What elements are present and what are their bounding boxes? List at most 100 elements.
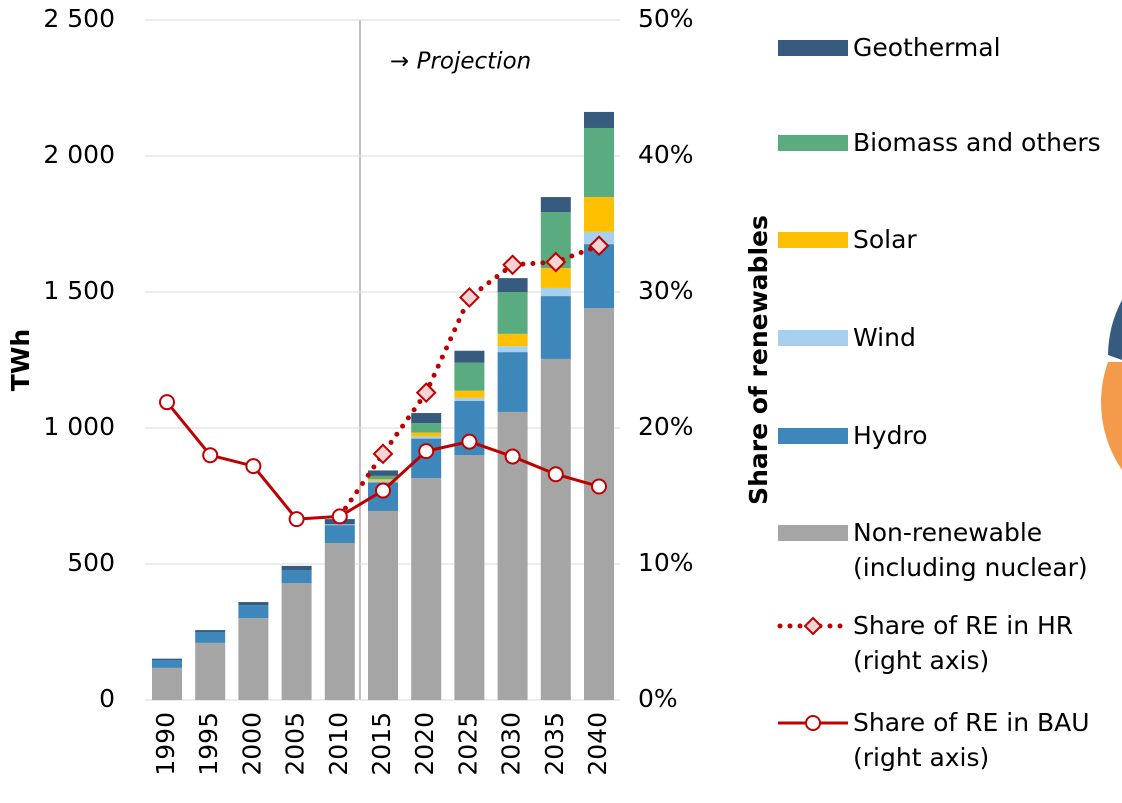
bar-segment bbox=[540, 296, 571, 359]
bar-segment bbox=[497, 333, 528, 347]
bar-segment bbox=[497, 352, 528, 412]
bar-segment bbox=[368, 475, 398, 480]
bar-segment bbox=[152, 658, 182, 661]
legend-label: Non-renewable (including nuclear) bbox=[853, 518, 1088, 582]
bar-segment bbox=[368, 470, 398, 476]
x-tick-label: 2020 bbox=[410, 712, 439, 776]
cropped-pie bbox=[1101, 362, 1122, 470]
x-tick-label: 2005 bbox=[281, 712, 310, 776]
bar-segment bbox=[238, 618, 269, 700]
marker bbox=[545, 251, 567, 273]
y-tick-label: 2 500 bbox=[43, 4, 115, 33]
legend-swatch bbox=[803, 616, 823, 636]
y-tick-label: 500 bbox=[67, 548, 115, 577]
marker bbox=[245, 458, 262, 475]
x-tick-label: 1995 bbox=[194, 712, 223, 776]
y2-tick-label: 30% bbox=[638, 276, 694, 305]
marker bbox=[502, 254, 524, 276]
legend-swatch bbox=[805, 715, 821, 731]
bar-segment bbox=[584, 127, 614, 198]
bar-segment bbox=[584, 197, 614, 232]
bar-segment bbox=[411, 432, 442, 437]
marker bbox=[547, 466, 564, 483]
bar-segment bbox=[411, 478, 442, 700]
bar-segment bbox=[281, 569, 312, 584]
marker bbox=[331, 508, 348, 525]
bar-segment bbox=[540, 287, 571, 297]
marker bbox=[415, 382, 437, 404]
bar-segment bbox=[454, 397, 485, 401]
legend-label: Wind bbox=[853, 323, 916, 352]
bar-segment bbox=[152, 660, 182, 668]
x-tick-label: 2030 bbox=[497, 712, 526, 776]
marker bbox=[375, 482, 391, 499]
y-tick-label: 1 000 bbox=[43, 412, 115, 441]
marker bbox=[159, 394, 175, 411]
bar-segment bbox=[195, 642, 226, 700]
bar-segment bbox=[324, 543, 355, 700]
marker bbox=[461, 433, 478, 450]
x-tick-label: 2040 bbox=[583, 712, 612, 776]
bar-segment bbox=[454, 455, 485, 700]
bar-segment bbox=[368, 510, 398, 700]
x-tick-label: 2025 bbox=[453, 712, 482, 776]
bar-segment bbox=[195, 630, 226, 632]
bar-segment bbox=[540, 197, 571, 213]
y-tick-label: 1 500 bbox=[43, 276, 115, 305]
bar-segment bbox=[238, 602, 269, 606]
y2-axis-title: Share of renewables bbox=[744, 215, 773, 505]
annotation: → Projection bbox=[390, 49, 531, 75]
legend-label: Geothermal bbox=[853, 33, 1001, 62]
y-axis-title: TWh bbox=[6, 329, 35, 391]
marker bbox=[591, 478, 607, 495]
y2-tick-label: 10% bbox=[638, 548, 694, 577]
legend-swatch bbox=[778, 525, 848, 541]
y2-tick-label: 50% bbox=[638, 4, 694, 33]
bar-segment bbox=[497, 346, 528, 353]
x-tick-label: 2010 bbox=[324, 712, 353, 776]
x-tick-label: 2015 bbox=[367, 712, 396, 776]
bar-segment bbox=[368, 479, 398, 481]
marker bbox=[504, 448, 521, 465]
bar-segment bbox=[238, 605, 269, 619]
legend-label: Solar bbox=[853, 225, 917, 254]
bar-segment bbox=[497, 292, 528, 334]
legend-label: Biomass and others bbox=[853, 128, 1101, 157]
marker bbox=[588, 235, 610, 257]
bar-segment bbox=[411, 436, 442, 439]
bar-segment bbox=[584, 111, 614, 128]
bar-segment bbox=[497, 278, 528, 292]
y-tick-label: 2 000 bbox=[43, 140, 115, 169]
bar-segment bbox=[411, 413, 442, 424]
x-tick-label: 2000 bbox=[237, 712, 266, 776]
bar-segment bbox=[324, 524, 355, 526]
legend-swatch bbox=[778, 232, 848, 248]
bar-segment bbox=[281, 583, 312, 700]
bar-segment bbox=[454, 350, 485, 363]
marker bbox=[418, 443, 435, 460]
y2-tick-label: 20% bbox=[638, 412, 694, 441]
bar-segment bbox=[411, 423, 442, 433]
legend-label: Share of RE in HR (right axis) bbox=[853, 611, 1074, 675]
marker bbox=[458, 287, 480, 308]
cropped-pie bbox=[1108, 300, 1122, 360]
bar-segment bbox=[281, 565, 312, 570]
y2-tick-label: 40% bbox=[638, 140, 694, 169]
marker bbox=[372, 443, 394, 465]
bar-segment bbox=[454, 390, 485, 398]
legend-label: Hydro bbox=[853, 421, 928, 450]
bar-segment bbox=[584, 308, 614, 700]
bar-segment bbox=[324, 525, 355, 544]
y-tick-label: 0 bbox=[99, 684, 115, 713]
x-tick-label: 2035 bbox=[540, 712, 569, 776]
bar-segment bbox=[540, 358, 571, 700]
bar-segment bbox=[152, 667, 182, 700]
bar-segment bbox=[368, 480, 398, 483]
marker bbox=[288, 511, 305, 528]
y2-tick-label: 0% bbox=[638, 684, 678, 713]
bar-segment bbox=[454, 362, 485, 391]
bar-segment bbox=[195, 632, 226, 643]
legend-label: Share of RE in BAU (right axis) bbox=[853, 708, 1090, 772]
